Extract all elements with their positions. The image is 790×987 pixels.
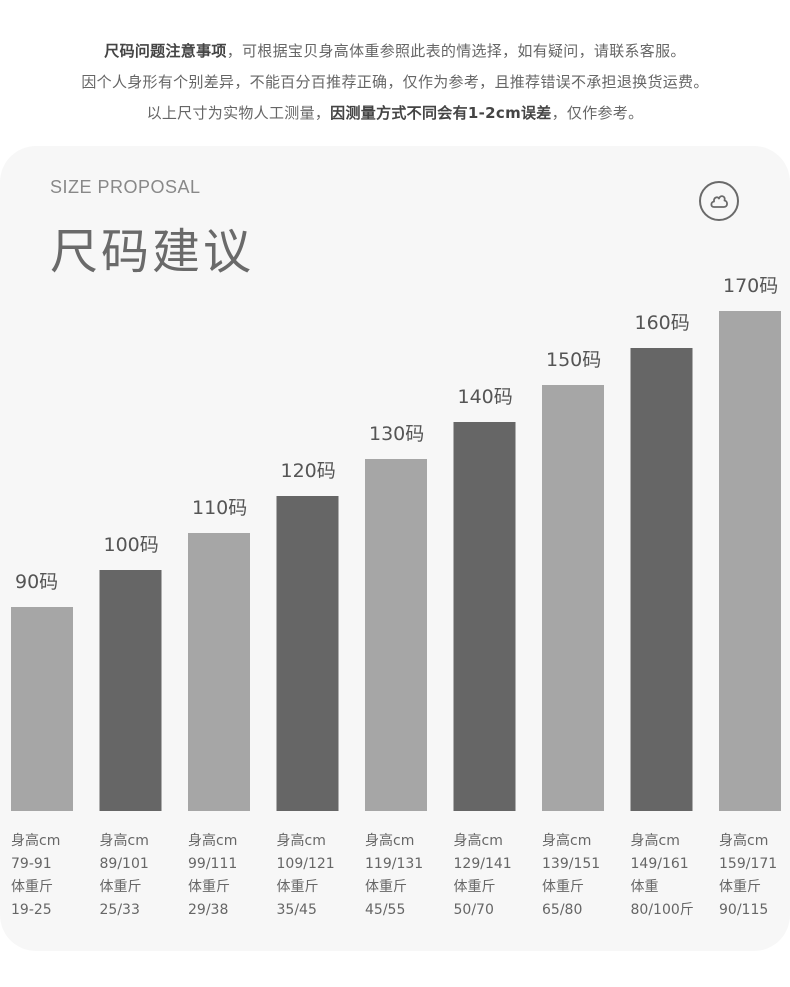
bar-label: 120码 <box>281 460 336 482</box>
bar-120码 <box>276 496 339 811</box>
weight-label: 体重斤 <box>188 879 230 895</box>
height-label: 身高cm <box>454 832 503 849</box>
height-range: 159/171 <box>719 856 777 872</box>
section-subtitle: SIZE PROPOSAL <box>50 177 201 197</box>
weight-range: 45/55 <box>365 902 405 918</box>
height-range: 89/101 <box>100 856 149 872</box>
height-label: 身高cm <box>365 832 414 849</box>
section-title: 尺码建议 <box>50 224 255 280</box>
weight-label: 体重斤 <box>100 879 142 895</box>
height-label: 身高cm <box>100 832 149 849</box>
notice-line-3-pre: 以上尺寸为实物人工测量， <box>146 104 331 122</box>
height-range: 79-91 <box>11 856 52 872</box>
bar-110码 <box>188 533 250 811</box>
weight-range: 50/70 <box>454 902 494 918</box>
notice-line-1-text: ，可根据宝贝身高体重参照此表的情选择，如有疑问，请联系客服。 <box>226 42 686 60</box>
weight-label: 体重斤 <box>719 879 761 895</box>
height-label: 身高cm <box>719 832 768 849</box>
weight-label: 体重斤 <box>542 879 584 895</box>
weight-range: 80/100斤 <box>631 902 694 918</box>
bar-label: 90码 <box>15 571 58 593</box>
weight-range: 65/80 <box>542 902 582 918</box>
bar-170码 <box>719 311 781 811</box>
bar-140码 <box>453 422 516 811</box>
notice-line-3-emphasis: 因测量方式不同会有1-2cm误差 <box>330 104 552 122</box>
bar-label: 150码 <box>546 349 601 371</box>
weight-range: 19-25 <box>11 902 52 918</box>
bar-label: 100码 <box>104 534 159 556</box>
weight-label: 体重斤 <box>277 879 319 895</box>
height-range: 99/111 <box>188 856 237 872</box>
weight-range: 35/45 <box>277 902 317 918</box>
bar-160码 <box>630 348 693 811</box>
bar-150码 <box>542 385 604 811</box>
height-range: 129/141 <box>454 856 512 872</box>
bar-label: 170码 <box>723 275 778 297</box>
weight-range: 29/38 <box>188 902 228 918</box>
bar-130码 <box>365 459 427 811</box>
bar-100码 <box>99 570 162 811</box>
bar-label: 140码 <box>458 386 513 408</box>
height-label: 身高cm <box>11 832 60 849</box>
cloud-circle-icon <box>699 181 739 221</box>
height-label: 身高cm <box>188 832 237 849</box>
notice-line-3: 以上尺寸为实物人工测量，因测量方式不同会有1-2cm误差，仅作参考。 <box>0 102 790 123</box>
weight-label: 体重 <box>631 879 659 895</box>
cloud-icon <box>710 195 728 208</box>
weight-label: 体重斤 <box>365 879 407 895</box>
notice-heading: 尺码问题注意事项 <box>104 42 227 60</box>
height-range: 119/131 <box>365 856 423 872</box>
bar-label: 110码 <box>192 497 247 519</box>
notice-line-2: 因个人身形有个别差异，不能百分百推荐正确，仅作为参考，且推荐错误不承担退换货运费… <box>81 73 709 91</box>
height-label: 身高cm <box>631 832 680 849</box>
notice-line-3-post: ，仅作参考。 <box>551 104 644 122</box>
weight-label: 体重斤 <box>11 879 53 895</box>
weight-range: 25/33 <box>100 902 140 918</box>
weight-range: 90/115 <box>719 902 768 918</box>
height-range: 139/151 <box>542 856 600 872</box>
bar-label: 160码 <box>635 312 690 334</box>
height-range: 109/121 <box>277 856 335 872</box>
bar-90码 <box>11 607 73 811</box>
weight-label: 体重斤 <box>454 879 496 895</box>
height-range: 149/161 <box>631 856 689 872</box>
bar-label: 130码 <box>369 423 424 445</box>
height-label: 身高cm <box>542 832 591 849</box>
height-label: 身高cm <box>277 832 326 849</box>
notice-line-1: 尺码问题注意事项，可根据宝贝身高体重参照此表的情选择，如有疑问，请联系客服。 <box>0 40 790 61</box>
